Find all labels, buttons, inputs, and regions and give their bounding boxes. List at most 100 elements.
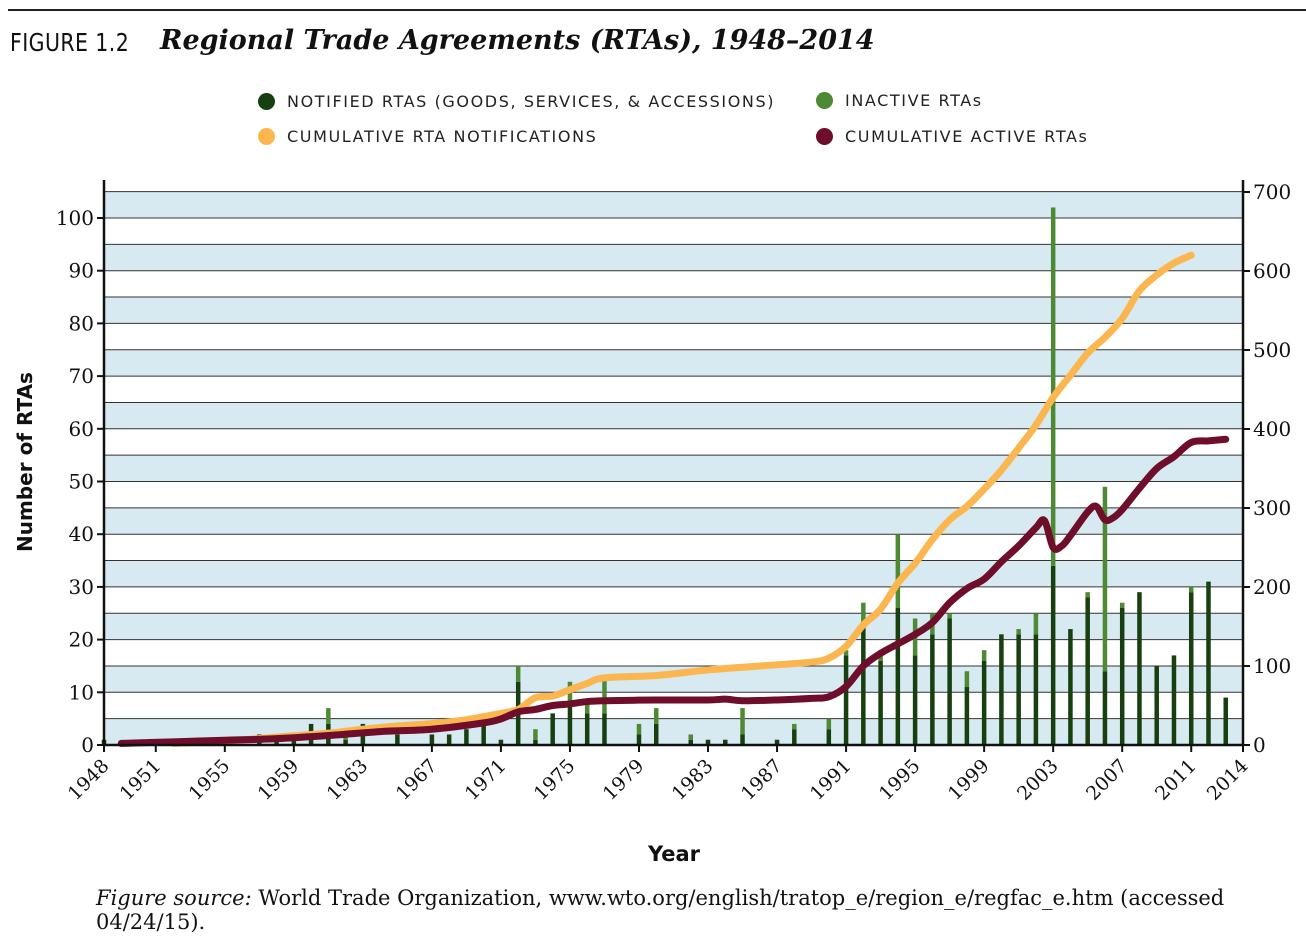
bar-inactive-1979 — [636, 723, 642, 735]
bar-inactive-1980 — [653, 708, 659, 724]
legend-label-cumulative-active: CUMULATIVE ACTIVE RTAs — [845, 127, 1089, 146]
bar-inactive-1985 — [740, 708, 745, 735]
line-cumulative-notifications — [169, 251, 1195, 747]
background-band — [104, 297, 1243, 324]
bar-notified-1996 — [930, 634, 935, 745]
left-tick-label-20: 20 — [69, 628, 94, 652]
legend-swatch-cumulative-notifications — [258, 128, 275, 145]
bar-inactive-1977 — [602, 676, 607, 714]
bar-inactive-2006 — [1102, 486, 1108, 672]
x-axis-ticks: 1948 1951 1955 1959 1963 1967 1971 1975 1979 1983… — [64, 745, 1253, 805]
bar-inactive-2005 — [1085, 592, 1090, 598]
bar-notified-2000 — [999, 634, 1004, 745]
bar-notified-1993 — [878, 660, 883, 745]
x-axis-label: Year — [647, 842, 701, 866]
background-band — [104, 560, 1243, 587]
bar-inactive-1994 — [895, 534, 901, 608]
bar-notified-1976 — [584, 713, 590, 745]
legend-swatch-cumulative-active — [816, 128, 833, 145]
bar-inactive-2002 — [1033, 613, 1039, 635]
bar-notified-1977 — [602, 713, 607, 745]
legend-item-inactive: INACTIVE RTAs — [816, 91, 983, 110]
bar-notified-2010 — [1171, 655, 1177, 745]
bar-notified-1987 — [774, 739, 780, 745]
right-tick-label-700: 700 — [1253, 180, 1291, 204]
bar-notified-1985 — [740, 734, 745, 745]
x-tick-label-1991: 1991 — [806, 755, 856, 805]
bar-inactive-1961 — [326, 708, 331, 724]
bar-inactive-1992 — [861, 602, 866, 624]
rta-chart: 0 10 20 30 40 50 60 70 80 90 100 0 100 200 300 400 500 6… — [13, 180, 1291, 866]
left-tick-label-50: 50 — [69, 470, 94, 494]
x-tick-label-2003: 2003 — [1013, 755, 1063, 805]
bar-notified-1973 — [533, 739, 538, 745]
x-tick-label-1948: 1948 — [64, 755, 114, 805]
x-tick-label-1963: 1963 — [323, 755, 373, 805]
bar-notified-2005 — [1085, 597, 1090, 745]
right-axis-ticks: 0 100 200 300 400 500 600 700 — [1243, 180, 1291, 757]
left-tick-label-10: 10 — [69, 680, 94, 704]
x-tick-label-2014: 2014 — [1203, 755, 1253, 805]
bar-notified-1979 — [636, 734, 642, 745]
legend-item-cumulative-notifications: CUMULATIVE RTA NOTIFICATIONS — [258, 127, 597, 146]
bar-notified-1991 — [843, 655, 849, 745]
right-tick-label-400: 400 — [1253, 417, 1291, 441]
x-tick-label-1959: 1959 — [254, 755, 304, 805]
figure-source-prefix: Figure source: — [96, 886, 252, 910]
bar-notified-1970 — [481, 723, 486, 745]
bar-notified-1988 — [792, 729, 797, 745]
bar-inactive-1999 — [981, 650, 987, 661]
bar-notified-2009 — [1154, 665, 1159, 745]
bar-notified-1994 — [895, 607, 901, 745]
x-tick-label-1955: 1955 — [185, 755, 235, 805]
x-tick-label-2007: 2007 — [1082, 755, 1132, 805]
bar-notified-1995 — [912, 655, 918, 745]
bar-notified-1971 — [498, 739, 504, 745]
bar-notified-1962 — [343, 739, 348, 745]
bar-inactive-2007 — [1119, 602, 1125, 608]
right-tick-label-600: 600 — [1253, 259, 1291, 283]
legend-label-inactive: INACTIVE RTAs — [845, 91, 983, 110]
legend-swatch-inactive — [816, 92, 833, 109]
x-tick-label-1971: 1971 — [461, 755, 511, 805]
bar-notified-1982 — [688, 739, 694, 745]
top-rule — [8, 9, 1306, 11]
legend-label-notified: NOTIFIED RTAS (GOODS, SERVICES, & ACCESS… — [287, 92, 776, 111]
bar-notified-1980 — [653, 723, 659, 745]
background-band — [104, 244, 1243, 271]
right-tick-label-500: 500 — [1253, 338, 1291, 362]
bar-notified-1990 — [826, 729, 832, 745]
x-tick-label-1987: 1987 — [737, 755, 787, 805]
bar-inactive-2011 — [1188, 586, 1194, 593]
x-tick-label-1951: 1951 — [116, 755, 166, 805]
legend-swatch-notified — [258, 93, 275, 110]
figure-label: FIGURE 1.2 — [10, 28, 130, 57]
bar-inactive-2001 — [1016, 629, 1021, 635]
background-band — [104, 191, 1243, 218]
bar-notified-1967 — [429, 734, 435, 745]
bar-inactive-2003 — [1050, 207, 1056, 566]
right-tick-label-0: 0 — [1253, 733, 1266, 757]
legend-item-notified: NOTIFIED RTAS (GOODS, SERVICES, & ACCESS… — [258, 92, 775, 111]
bar-notified-1965 — [395, 734, 400, 745]
bar-inactive-1972 — [515, 665, 521, 682]
x-tick-label-1975: 1975 — [530, 755, 580, 805]
bar-inactive-1988 — [792, 723, 797, 730]
bar-notified-1974 — [550, 713, 555, 745]
bar-inactive-1973 — [533, 729, 538, 740]
bar-notified-2007 — [1119, 607, 1125, 745]
bar-notified-1997 — [947, 618, 952, 745]
bar-notified-2006 — [1102, 671, 1108, 745]
left-axis-ticks: 0 10 20 30 40 50 60 70 80 90 100 — [56, 206, 104, 757]
right-tick-label-200: 200 — [1253, 575, 1291, 599]
bar-notified-1984 — [723, 739, 728, 745]
legend-label-cumulative-notifications: CUMULATIVE RTA NOTIFICATIONS — [287, 127, 598, 146]
x-tick-label-1979: 1979 — [599, 755, 649, 805]
left-tick-label-30: 30 — [69, 575, 94, 599]
bar-notified-2012 — [1206, 581, 1211, 745]
left-tick-label-60: 60 — [69, 417, 94, 441]
line-cumulative-active — [117, 435, 1230, 747]
left-tick-label-70: 70 — [69, 364, 94, 388]
bar-notified-1992 — [861, 623, 866, 745]
bar-notified-1958 — [274, 739, 279, 745]
